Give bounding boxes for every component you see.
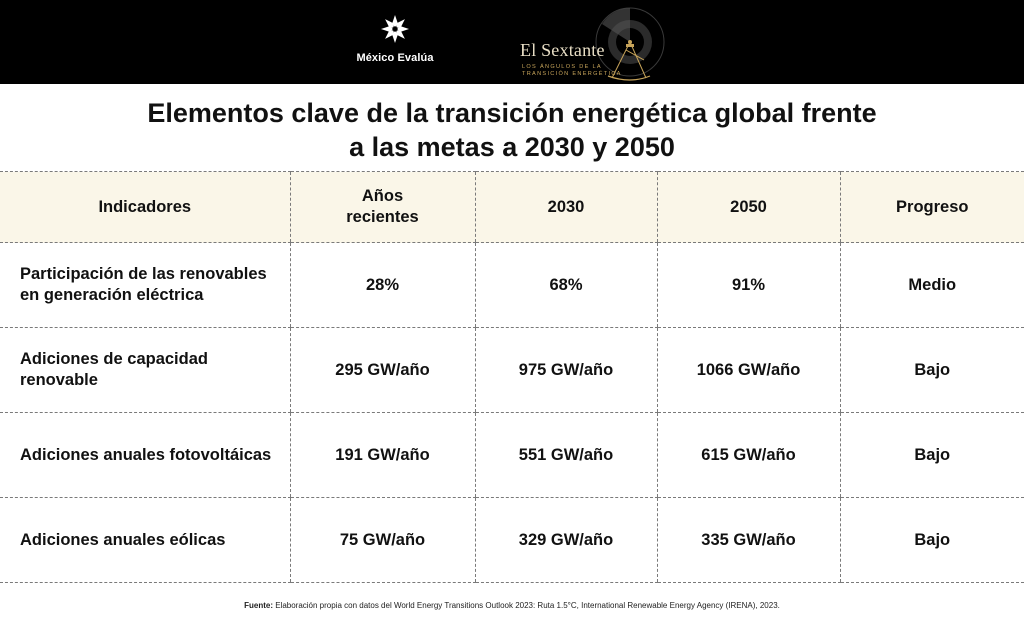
page-title: Elementos clave de la transición energét… — [0, 96, 1024, 164]
cell-2030: 551 GW/año — [474, 412, 657, 498]
header-bar: México Evalúa El Sextante Los ángulos de… — [0, 0, 1024, 84]
cell-2050: 615 GW/año — [656, 412, 840, 498]
table-row: Adiciones de capacidad renovable 295 GW/… — [0, 327, 1024, 413]
header-2050: 2050 — [656, 171, 840, 243]
brand-subtitle-line1: Los ángulos de la — [522, 64, 602, 70]
header-anos-recientes-label: Años recientes — [346, 187, 419, 226]
cell-2050: 91% — [656, 242, 840, 328]
cell-2030: 329 GW/año — [474, 497, 657, 583]
source-label: Fuente: — [244, 601, 273, 610]
cell-recent: 75 GW/año — [289, 497, 475, 583]
indicators-table: Indicadores Años recientes 2030 2050 Pro… — [0, 171, 1024, 583]
el-sextante-logo: El Sextante Los ángulos de la transición… — [516, 4, 676, 82]
data-table-container: Indicadores Años recientes 2030 2050 Pro… — [0, 171, 1024, 583]
header-progreso: Progreso — [839, 171, 1024, 243]
brand-subtitle-line2: transición energética — [522, 71, 622, 77]
cell-2030: 975 GW/año — [474, 327, 657, 413]
cell-progress: Bajo — [839, 327, 1024, 413]
table-header-row: Indicadores Años recientes 2030 2050 Pro… — [0, 171, 1024, 243]
sextant-logo-icon — [595, 7, 665, 81]
cell-progress: Medio — [839, 242, 1024, 328]
cell-indicator: Adiciones de capacidad renovable — [0, 327, 290, 413]
cell-recent: 191 GW/año — [289, 412, 475, 498]
page-title-line2: a las metas a 2030 y 2050 — [349, 132, 675, 162]
table-row: Adiciones anuales fotovoltáicas 191 GW/a… — [0, 412, 1024, 498]
cell-progress: Bajo — [839, 497, 1024, 583]
mexico-evalua-logo: México Evalúa — [350, 14, 440, 74]
star-logo-icon — [381, 15, 409, 43]
cell-recent: 295 GW/año — [289, 327, 475, 413]
header-indicadores: Indicadores — [0, 171, 290, 243]
cell-2030: 68% — [474, 242, 657, 328]
brand-name-left: México Evalúa — [356, 52, 434, 64]
page-title-line1: Elementos clave de la transición energét… — [147, 98, 877, 128]
header-2030: 2030 — [474, 171, 657, 243]
cell-2050: 335 GW/año — [656, 497, 840, 583]
source-text: Elaboración propia con datos del World E… — [272, 601, 780, 610]
source-note: Fuente: Elaboración propia con datos del… — [0, 601, 1024, 610]
cell-indicator: Adiciones anuales fotovoltáicas — [0, 412, 290, 498]
table-row: Participación de las renovables en gener… — [0, 242, 1024, 328]
brand-name-right: El Sextante — [520, 40, 605, 60]
cell-indicator: Participación de las renovables en gener… — [0, 242, 290, 328]
cell-2050: 1066 GW/año — [656, 327, 840, 413]
table-row: Adiciones anuales eólicas 75 GW/año 329 … — [0, 497, 1024, 583]
header-anos-recientes: Años recientes — [289, 171, 475, 243]
cell-indicator: Adiciones anuales eólicas — [0, 497, 290, 583]
cell-progress: Bajo — [839, 412, 1024, 498]
cell-recent: 28% — [289, 242, 475, 328]
